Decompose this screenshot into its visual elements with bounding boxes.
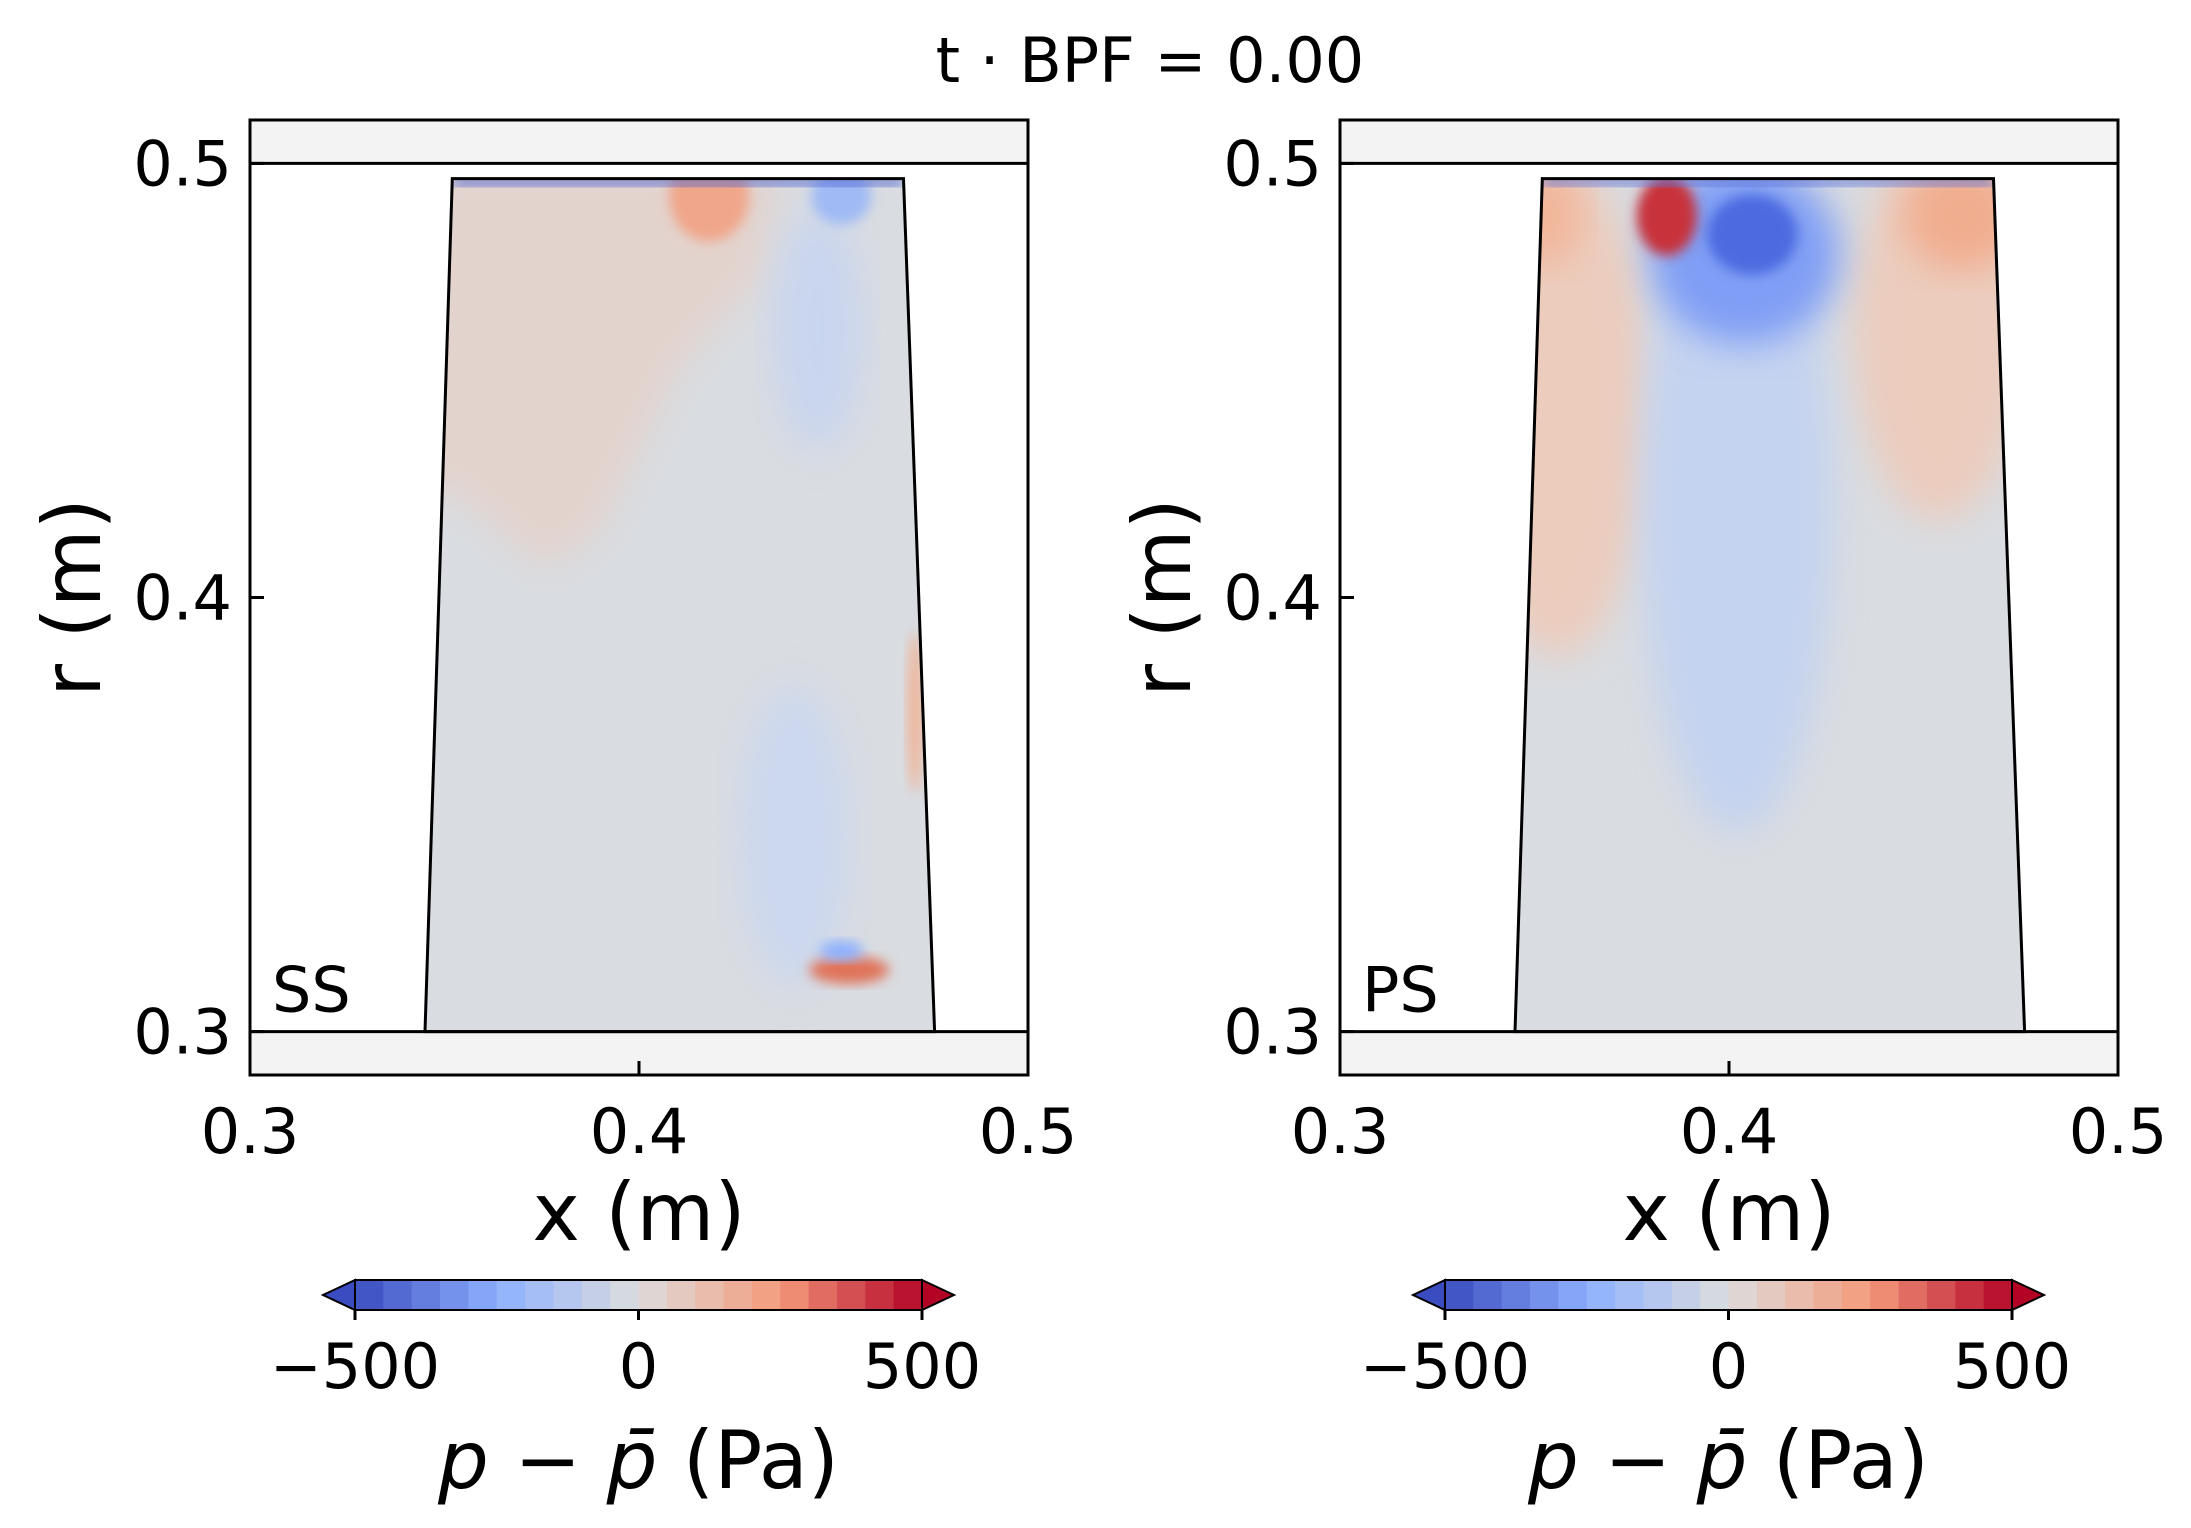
colorbar-swatch [553, 1280, 583, 1310]
colorbar-swatch [610, 1280, 640, 1310]
x-axis-label: x (m) [532, 1166, 745, 1259]
colorbar-label: p − p̄ (Pa) [437, 1414, 839, 1507]
hot-spot [669, 178, 750, 242]
y-tick-label: 0.3 [133, 996, 232, 1069]
x-tick-label: 0.3 [201, 1095, 300, 1168]
colorbar-swatch [1841, 1280, 1871, 1310]
x-tick-label: 0.4 [1680, 1095, 1779, 1168]
colorbar-swatch [1530, 1280, 1559, 1310]
colorbar-tick-label: 500 [863, 1330, 981, 1403]
colorbar-swatch [1501, 1280, 1531, 1310]
y-axis-label: r (m) [26, 498, 119, 697]
colorbar-tick-label: 0 [619, 1330, 658, 1403]
colorbar-extend-low [320, 1278, 356, 1312]
colorbar-swatch [1756, 1280, 1786, 1310]
y-tick-label: 0.4 [133, 562, 232, 635]
colorbar-swatch [1558, 1280, 1588, 1310]
y-tick-label: 0.5 [133, 127, 232, 200]
y-axis-label: r (m) [1116, 498, 1209, 697]
colorbar-extend-low [1410, 1278, 1446, 1312]
colorbar-swatch [440, 1280, 469, 1310]
colorbar-swatch [780, 1280, 810, 1310]
warm-edge [907, 632, 924, 793]
panel-tag: PS [1362, 954, 1439, 1027]
hot-region [1902, 178, 2023, 271]
colorbar-swatch [893, 1280, 923, 1310]
casing-band [1340, 120, 2118, 164]
cool-region [739, 686, 850, 987]
casing-band [250, 120, 1028, 164]
colorbar-swatch [666, 1280, 696, 1310]
colorbar-swatch [1615, 1280, 1645, 1310]
pressure-field [1515, 178, 2025, 1032]
cold-spot [811, 178, 872, 225]
colorbar-swatch [1586, 1280, 1616, 1310]
x-tick-label: 0.5 [2069, 1095, 2168, 1168]
colorbar-swatch [1926, 1280, 1956, 1310]
colorbar-swatch [695, 1280, 725, 1310]
cold-spot [1707, 194, 1798, 275]
cool-region [1641, 178, 1832, 832]
colorbar-swatch [1955, 1280, 1985, 1310]
colorbar-swatch [1983, 1280, 2013, 1310]
colorbar-swatch [581, 1280, 611, 1310]
colorbar-swatch [1813, 1280, 1843, 1310]
colorbar-swatch [411, 1280, 441, 1310]
colorbar: −500 0 500 p − p̄ (Pa) [270, 1278, 981, 1507]
colorbar-swatch [1671, 1280, 1701, 1310]
figure-title: t · BPF = 0.00 [936, 24, 1364, 97]
colorbar-swatch [468, 1280, 498, 1310]
colorbar-tick-label: 0 [1709, 1330, 1748, 1403]
colorbar-swatch [1728, 1280, 1758, 1310]
colorbar-label: p − p̄ (Pa) [1527, 1414, 1929, 1507]
warm-region [1515, 178, 1648, 657]
panel-tag: SS [272, 954, 351, 1027]
colorbar-extend-high [2011, 1278, 2047, 1312]
colorbar-swatch [1700, 1280, 1730, 1310]
x-tick-label: 0.5 [979, 1095, 1078, 1168]
colorbar-swatch [525, 1280, 555, 1310]
warm-region [425, 178, 779, 569]
colorbar-tick-label: −500 [1360, 1330, 1530, 1403]
hot-spot [809, 955, 890, 984]
hot-spot [1636, 178, 1697, 256]
colorbar-tick-label: 500 [1953, 1330, 2071, 1403]
colorbar-swatch [1643, 1280, 1673, 1310]
cold-spot [819, 940, 864, 961]
panel-ss: 0.3 0.4 0.5 0.3 0.4 0.5 x (m) r (m) SS −500 0 500 p … [26, 118, 1078, 1507]
colorbar-swatch [751, 1280, 781, 1310]
y-tick-label: 0.3 [1223, 996, 1322, 1069]
y-tick-label: 0.5 [1223, 127, 1322, 200]
tip-line [452, 178, 904, 186]
pressure-field [425, 178, 935, 1032]
colorbar-swatch [638, 1280, 668, 1310]
x-axis-label: x (m) [1622, 1166, 1835, 1259]
colorbar-swatch [808, 1280, 838, 1310]
x-tick-label: 0.4 [590, 1095, 689, 1168]
colorbar-swatch [383, 1280, 413, 1310]
colorbar-swatch [1898, 1280, 1928, 1310]
colorbar-swatch [865, 1280, 895, 1310]
colorbar-swatch [836, 1280, 866, 1310]
colorbar-swatch [1473, 1280, 1503, 1310]
colorbar: −500 0 500 p − p̄ (Pa) [1360, 1278, 2071, 1507]
colorbar-swatch [723, 1280, 753, 1310]
colorbar-swatch [1785, 1280, 1815, 1310]
x-tick-label: 0.3 [1291, 1095, 1390, 1168]
panel-ps: 0.3 0.4 0.5 0.3 0.4 0.5 x (m) r (m) PS −500 0 500 p … [1116, 118, 2168, 1507]
colorbar-swatch [496, 1280, 526, 1310]
cool-region [772, 210, 863, 451]
colorbar-swatch [1445, 1280, 1474, 1310]
colorbar-swatch [355, 1280, 384, 1310]
colorbar-tick-label: −500 [270, 1330, 440, 1403]
tip-line [1542, 178, 1994, 186]
colorbar-extend-high [921, 1278, 957, 1312]
y-tick-label: 0.4 [1223, 562, 1322, 635]
colorbar-swatch [1870, 1280, 1900, 1310]
